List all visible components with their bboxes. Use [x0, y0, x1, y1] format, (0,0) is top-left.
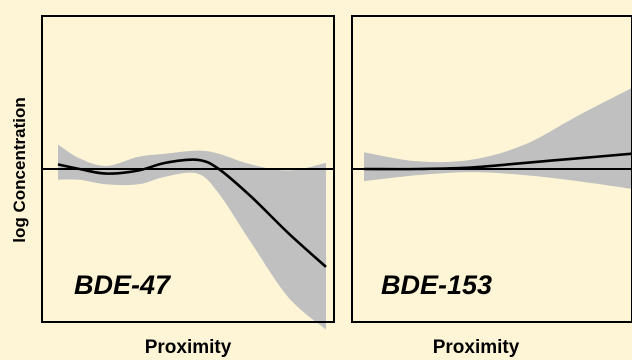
panel-label-bde-153: BDE-153: [381, 270, 492, 300]
fitted-curve-bde-47: [57, 158, 327, 268]
panel-label-bde-47: BDE-47: [74, 270, 172, 300]
x-axis-label-bde-153: Proximity: [433, 337, 520, 358]
panel-bde-153: BDE-153 Proximity: [351, 15, 632, 358]
x-axis-label-bde-47: Proximity: [145, 337, 232, 358]
confidence-band-bde-153: [364, 87, 632, 189]
plot-frame-bde-47: [41, 15, 335, 323]
y-axis-label: log Concentration: [10, 97, 29, 242]
fitted-curve-bde-153: [363, 152, 632, 171]
panel-bde-47: BDE-47 Proximity: [41, 15, 335, 358]
plot-frame-bde-153: [351, 15, 632, 323]
confidence-band-bde-47: [58, 144, 326, 330]
